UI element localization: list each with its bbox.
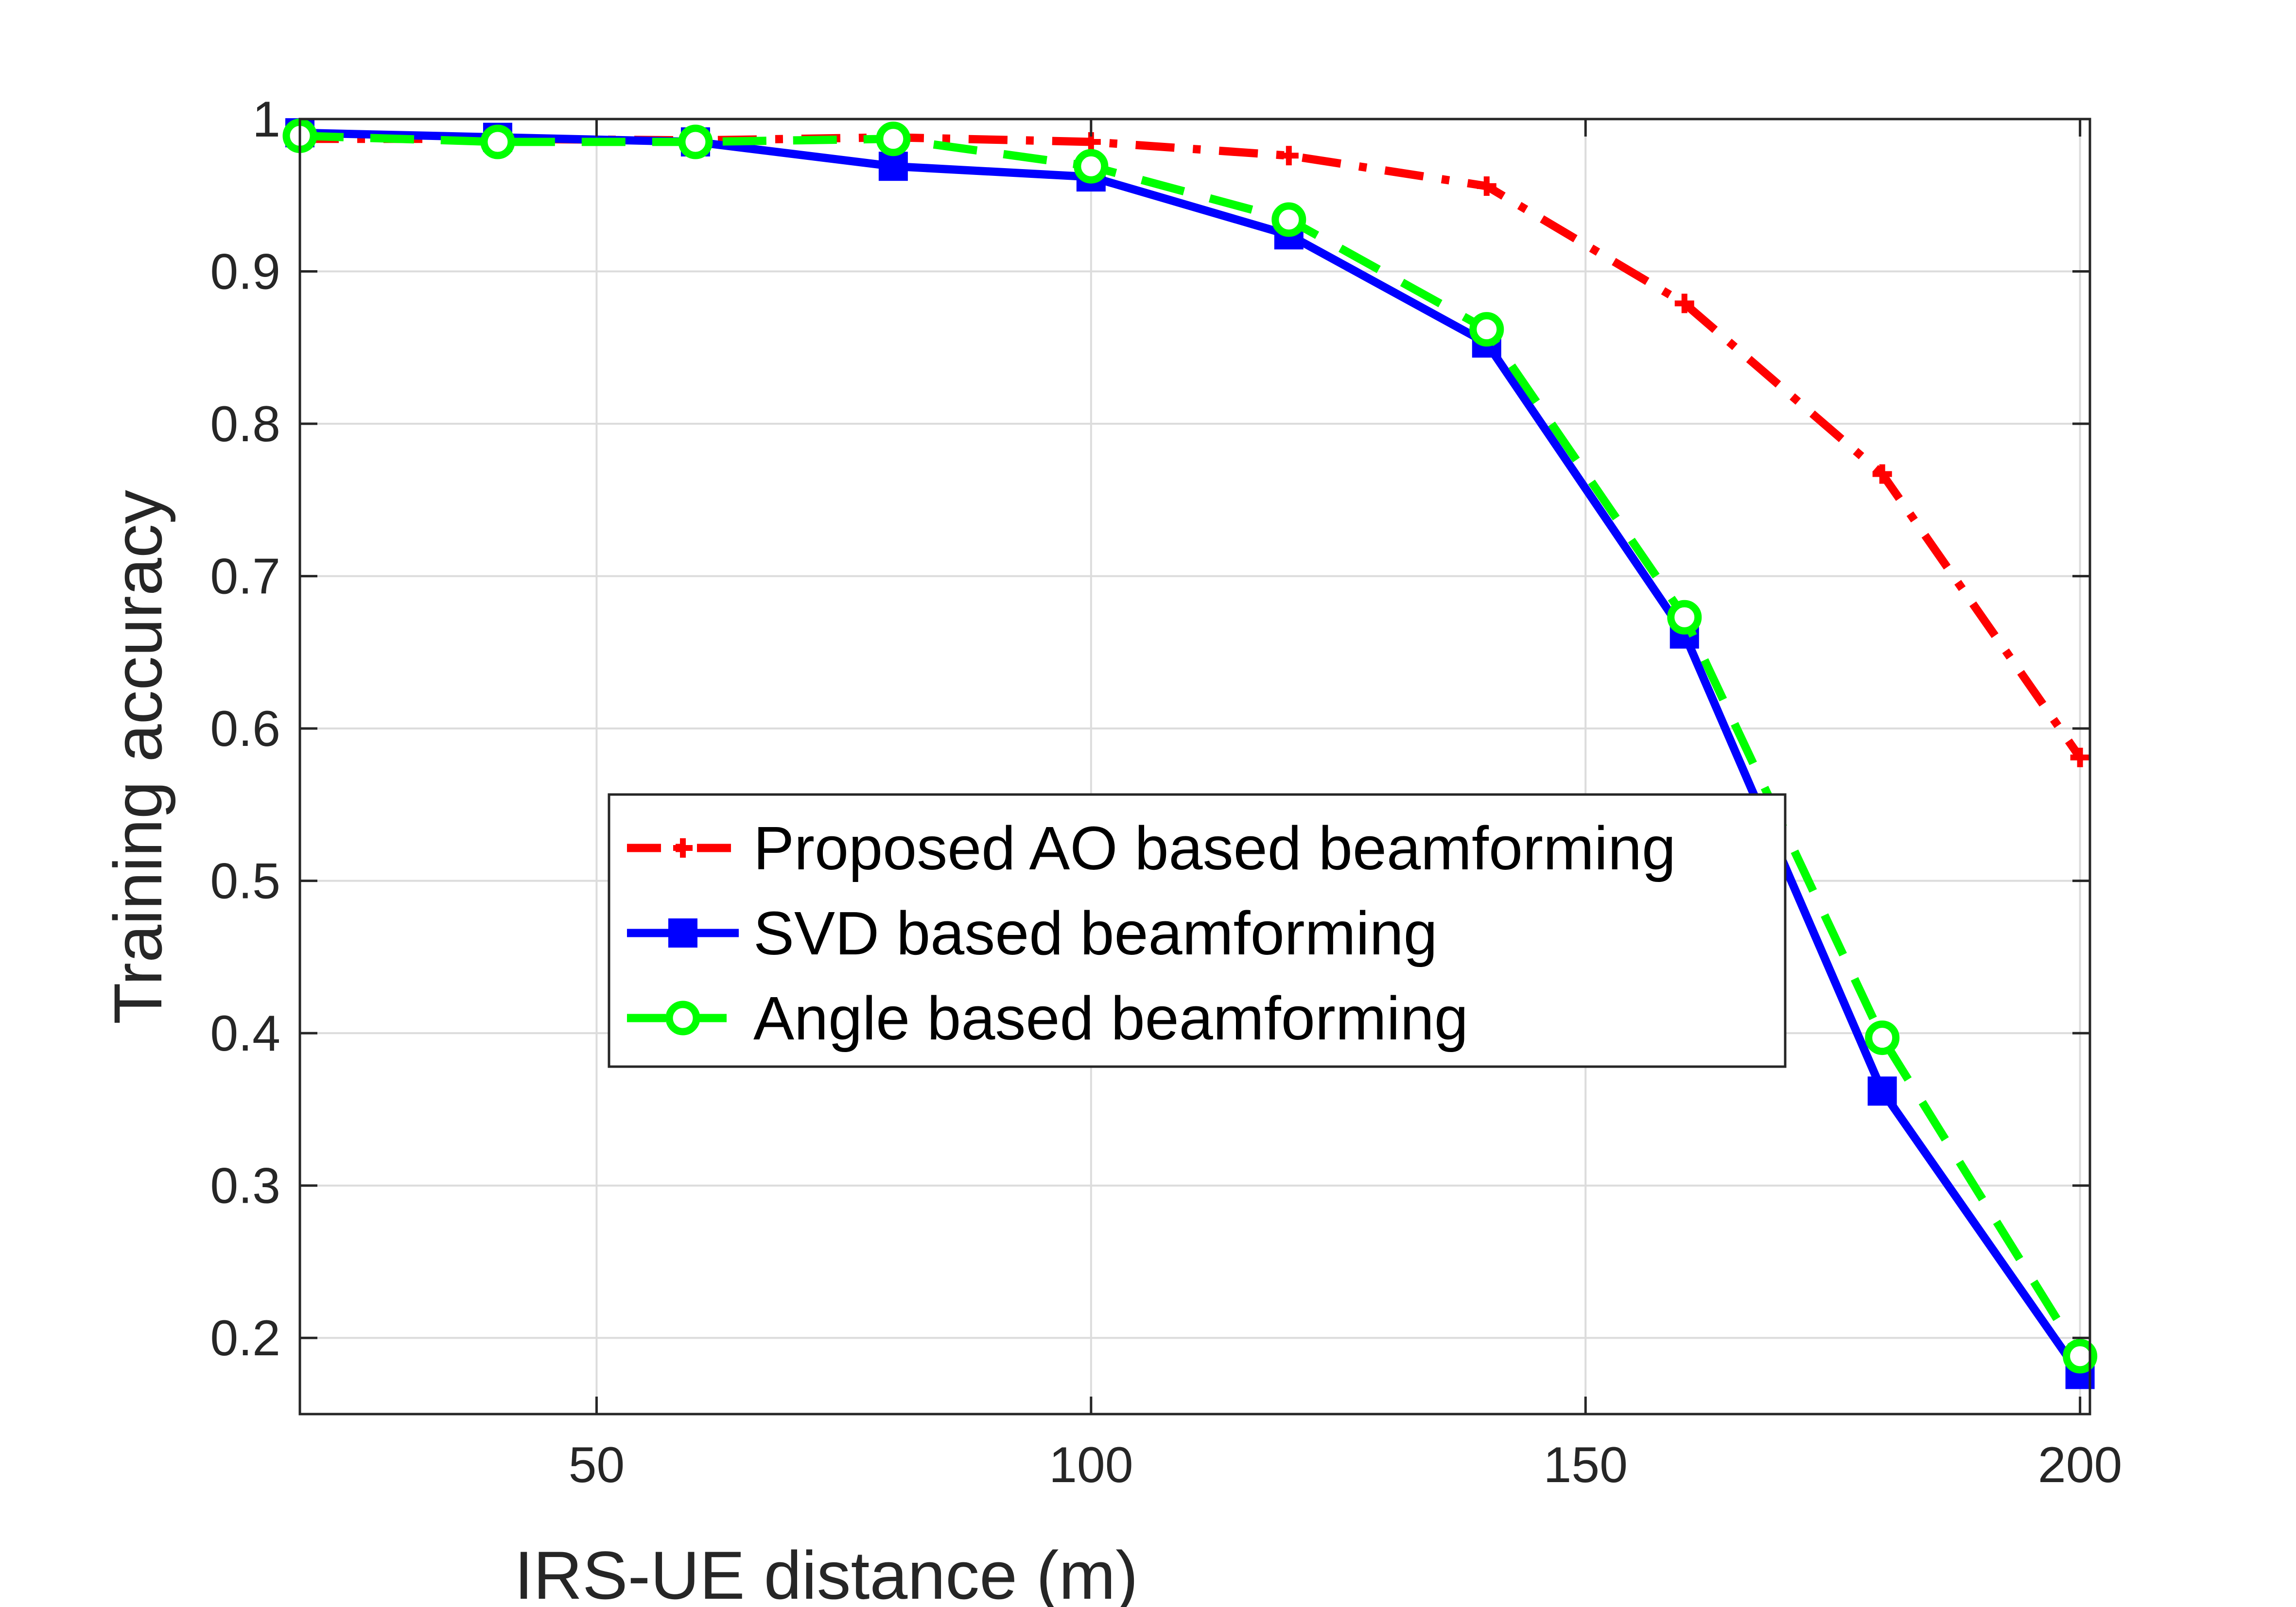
series-2-point <box>878 152 908 181</box>
legend: Proposed AO based beamforming SVD based b… <box>608 793 1787 1068</box>
series-1-point <box>1872 464 1892 484</box>
x-tick-label: 50 <box>569 1437 625 1493</box>
series-3-point <box>2063 1339 2098 1374</box>
legend-marker-3 <box>665 1001 700 1036</box>
series-3-point <box>1865 1020 1900 1055</box>
legend-marker-2 <box>668 918 697 948</box>
y-tick-label: 0.5 <box>210 853 280 910</box>
series-1-point <box>1674 294 1694 313</box>
series-3-point <box>1271 202 1306 237</box>
legend-label-1: Proposed AO based beamforming <box>753 814 1676 882</box>
series-3-point <box>1469 312 1504 347</box>
series-3-point <box>876 121 911 156</box>
series-1-point <box>2070 747 2090 767</box>
series-1-point <box>1477 176 1496 196</box>
y-tick-label: 0.4 <box>210 1005 280 1062</box>
y-tick-label: 0.7 <box>210 549 280 605</box>
legend-label-2: SVD based beamforming <box>753 899 1438 968</box>
y-axis-label: Training accuracy <box>100 490 176 1024</box>
series-3-line <box>299 131 2084 1359</box>
legend-box <box>608 793 1787 1068</box>
y-tick-label: 0.9 <box>210 244 280 300</box>
ticks: 50 100 150 200 0.2 0.3 0.4 0.5 0.6 0.7 0.8 0.9 1 <box>210 91 2122 1493</box>
series-3-point <box>480 124 515 159</box>
y-tick-label: 0.8 <box>210 396 280 452</box>
y-tick-label: 0.6 <box>210 701 280 757</box>
series-2-point <box>1867 1076 1897 1106</box>
x-axis-label: IRS-UE distance (m) <box>514 1537 1138 1607</box>
y-tick-label: 1 <box>252 91 280 148</box>
series-3-point <box>678 124 713 159</box>
x-tick-label: 150 <box>1543 1437 1628 1493</box>
x-tick-label: 200 <box>2038 1437 2122 1493</box>
plot-area <box>300 119 2090 1414</box>
x-tick-label: 100 <box>1049 1437 1133 1493</box>
y-tick-label: 0.2 <box>210 1310 280 1366</box>
plot-frame <box>298 118 2091 1416</box>
grid <box>300 118 2090 1414</box>
legend-marker-1 <box>673 838 693 858</box>
series-3-point <box>1667 600 1702 635</box>
series-3-point <box>1074 149 1109 184</box>
series-1-point <box>1279 146 1299 166</box>
y-tick-label: 0.3 <box>210 1158 280 1214</box>
legend-label-3: Angle based beamforming <box>753 984 1468 1053</box>
